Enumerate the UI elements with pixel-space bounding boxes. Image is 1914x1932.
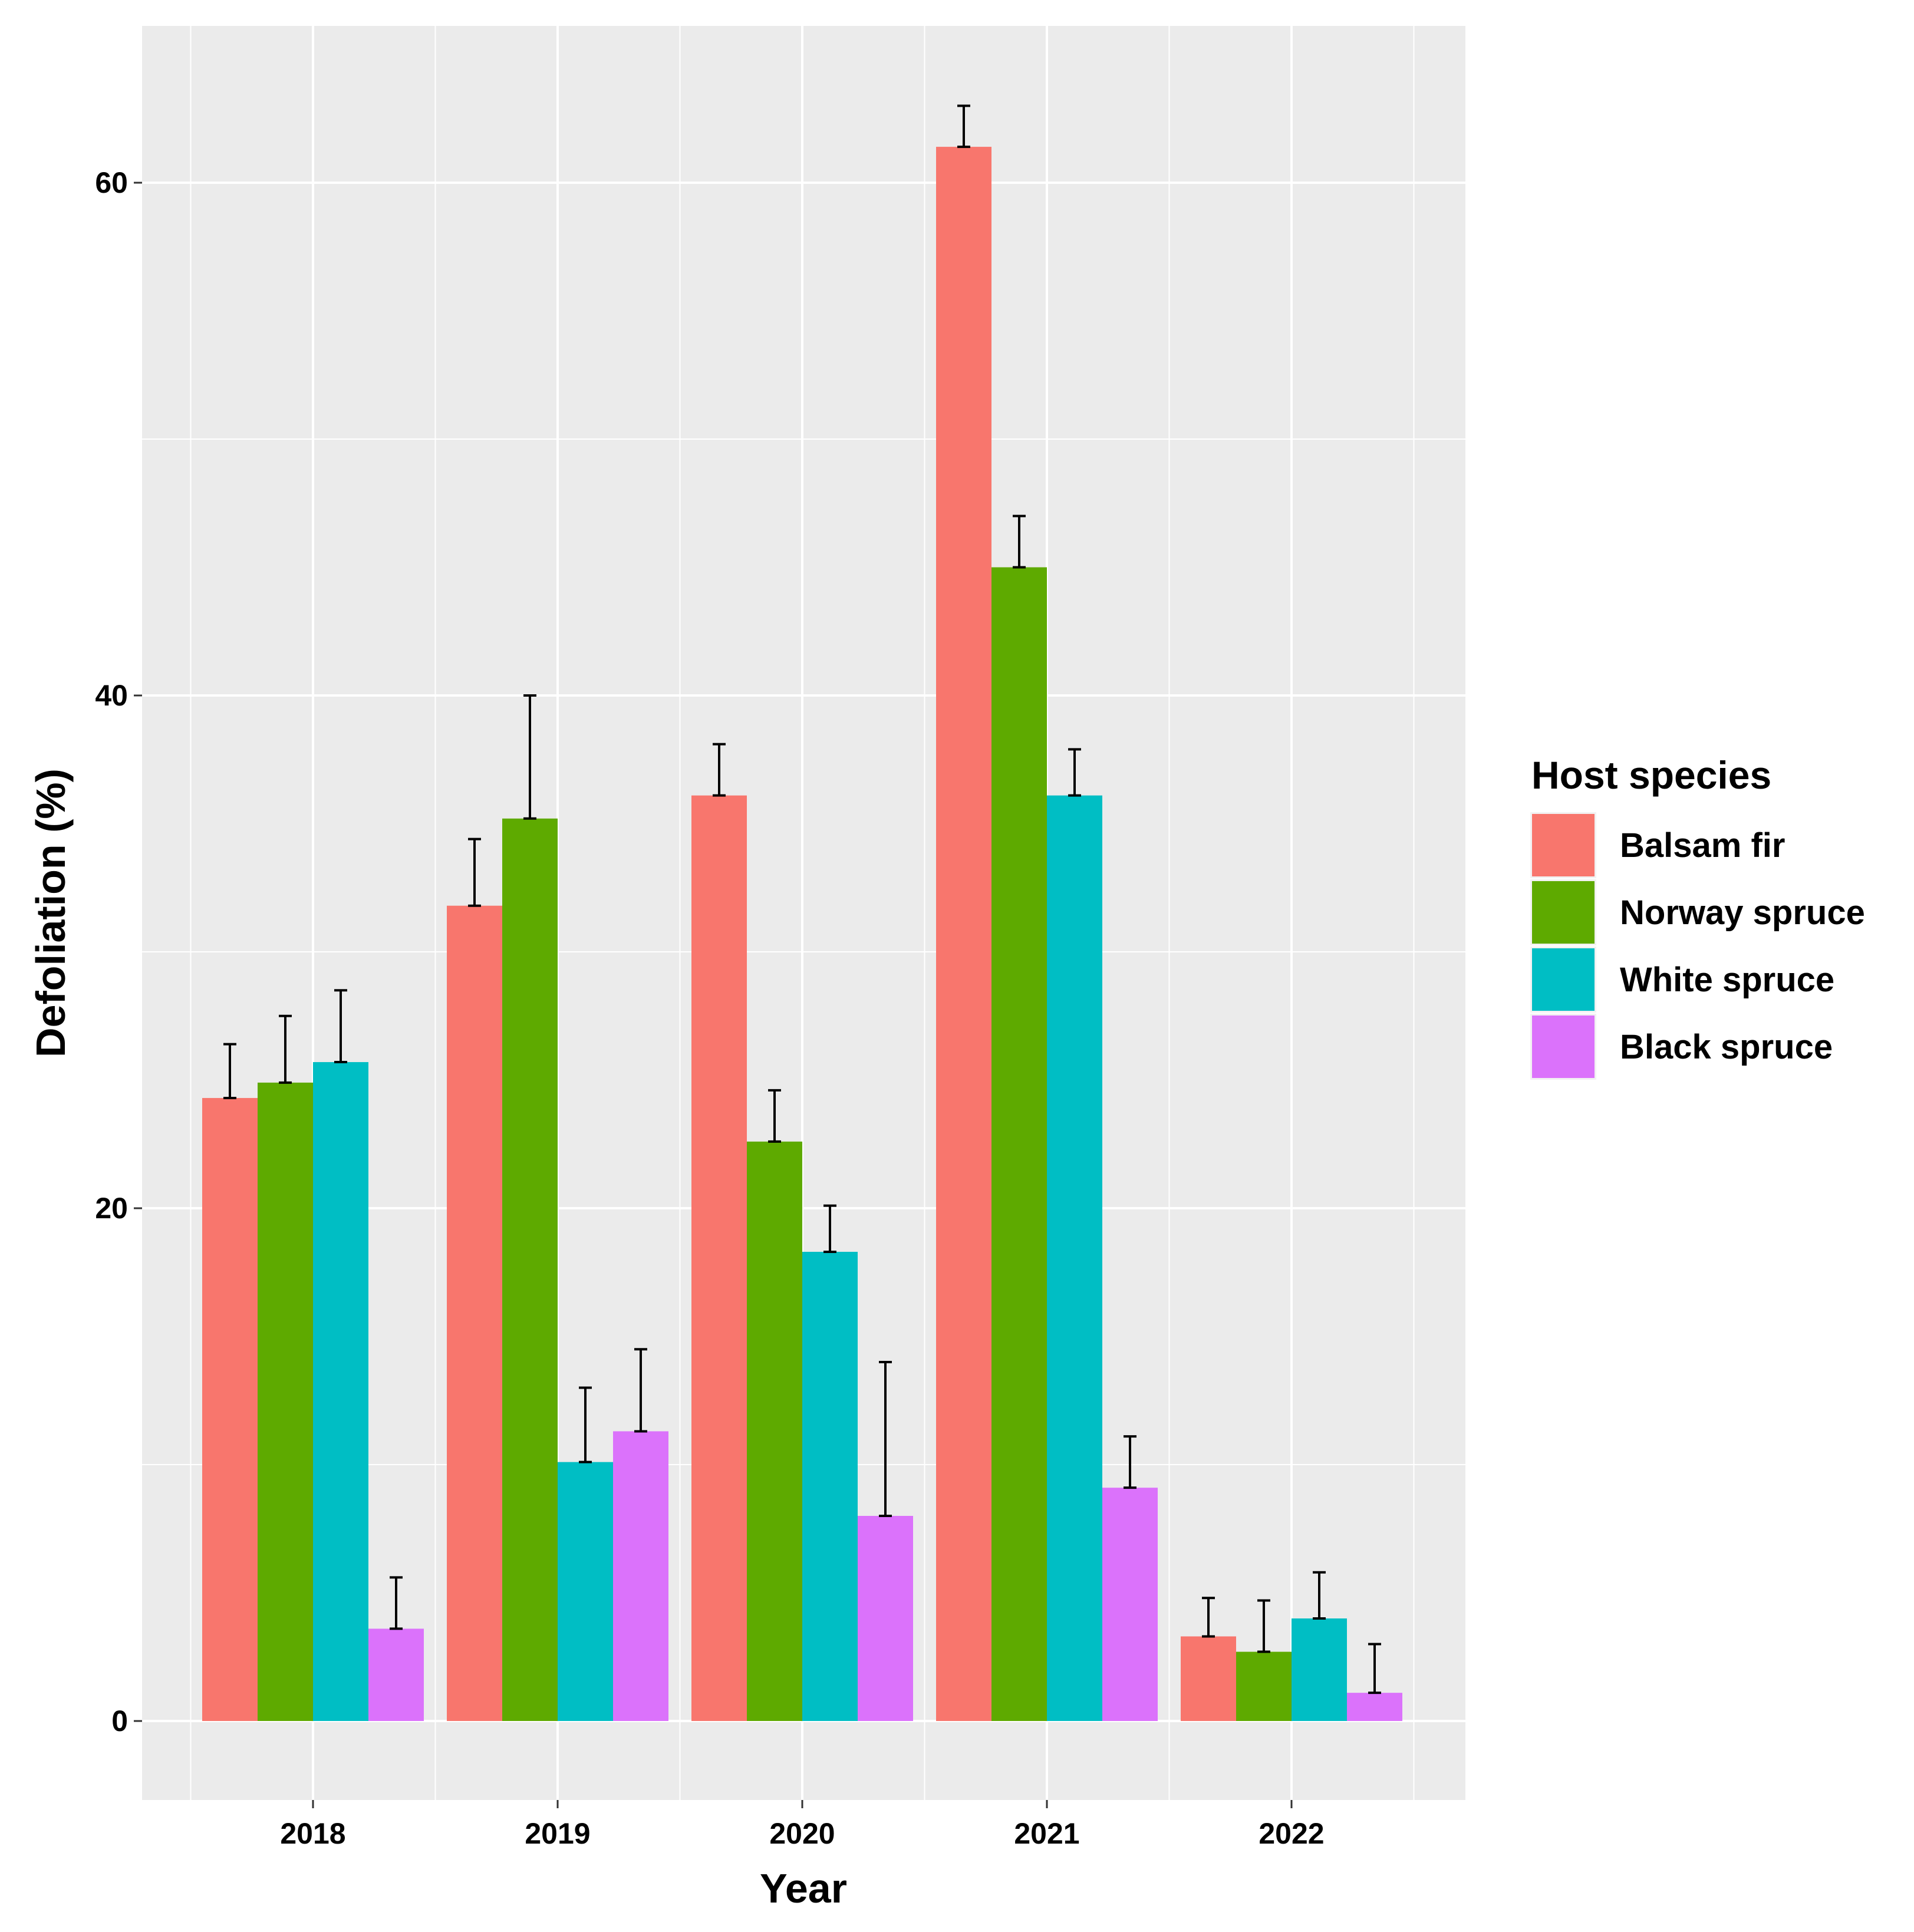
bar-white-spruce-2022	[1292, 1618, 1347, 1721]
bar-black-spruce-2018	[368, 1628, 424, 1721]
y-tick-label: 40	[95, 679, 128, 712]
legend-title: Host species	[1531, 753, 1771, 797]
bar-white-spruce-2020	[802, 1251, 858, 1721]
legend-label: Black spruce	[1620, 1028, 1833, 1066]
y-tick-label: 20	[95, 1192, 128, 1225]
x-tick-label: 2021	[1014, 1817, 1079, 1850]
bar-norway-spruce-2019	[502, 818, 558, 1721]
bar-norway-spruce-2020	[747, 1141, 802, 1721]
bar-black-spruce-2022	[1347, 1693, 1402, 1721]
legend-key-balsam-fir	[1532, 814, 1595, 876]
bar-balsam-fir-2018	[202, 1097, 258, 1721]
x-tick-label: 2020	[769, 1817, 835, 1850]
bar-black-spruce-2021	[1102, 1488, 1158, 1721]
bar-norway-spruce-2018	[258, 1082, 313, 1721]
y-tick-label: 60	[95, 166, 128, 199]
legend-label: White spruce	[1620, 961, 1834, 999]
error-bars-layer	[223, 104, 1381, 1694]
legend-label: Norway spruce	[1620, 894, 1865, 932]
legend-key-black-spruce	[1532, 1016, 1595, 1078]
bar-balsam-fir-2021	[936, 147, 991, 1721]
x-axis-title: Year	[760, 1865, 847, 1911]
bar-white-spruce-2018	[313, 1062, 368, 1721]
bar-balsam-fir-2019	[447, 905, 502, 1721]
legend-key-norway-spruce	[1532, 881, 1595, 944]
bar-white-spruce-2021	[1047, 795, 1102, 1721]
minor-gridlines	[142, 26, 1465, 1800]
x-tick-label: 2018	[280, 1817, 345, 1850]
bar-white-spruce-2019	[558, 1462, 613, 1721]
legend: Host species Balsam fir Norway spruce Whit…	[1530, 753, 1865, 1080]
bar-black-spruce-2019	[613, 1431, 668, 1721]
x-tick-label: 2022	[1259, 1817, 1324, 1850]
y-axis: 0 20 40 60	[95, 166, 142, 1738]
y-axis-title: Defoliation (%)	[28, 769, 74, 1057]
bar-norway-spruce-2021	[991, 567, 1047, 1721]
bar-balsam-fir-2020	[691, 795, 747, 1721]
x-tick-label: 2019	[525, 1817, 590, 1850]
legend-label: Balsam fir	[1620, 826, 1785, 865]
bar-norway-spruce-2022	[1236, 1651, 1292, 1721]
legend-key-white-spruce	[1532, 948, 1595, 1011]
y-tick-label: 0	[111, 1704, 128, 1738]
bars-layer	[202, 147, 1402, 1721]
bar-black-spruce-2020	[858, 1516, 913, 1721]
bar-balsam-fir-2022	[1181, 1636, 1236, 1721]
x-axis: 2018 2019 2020 2021 2022	[280, 1800, 1325, 1850]
